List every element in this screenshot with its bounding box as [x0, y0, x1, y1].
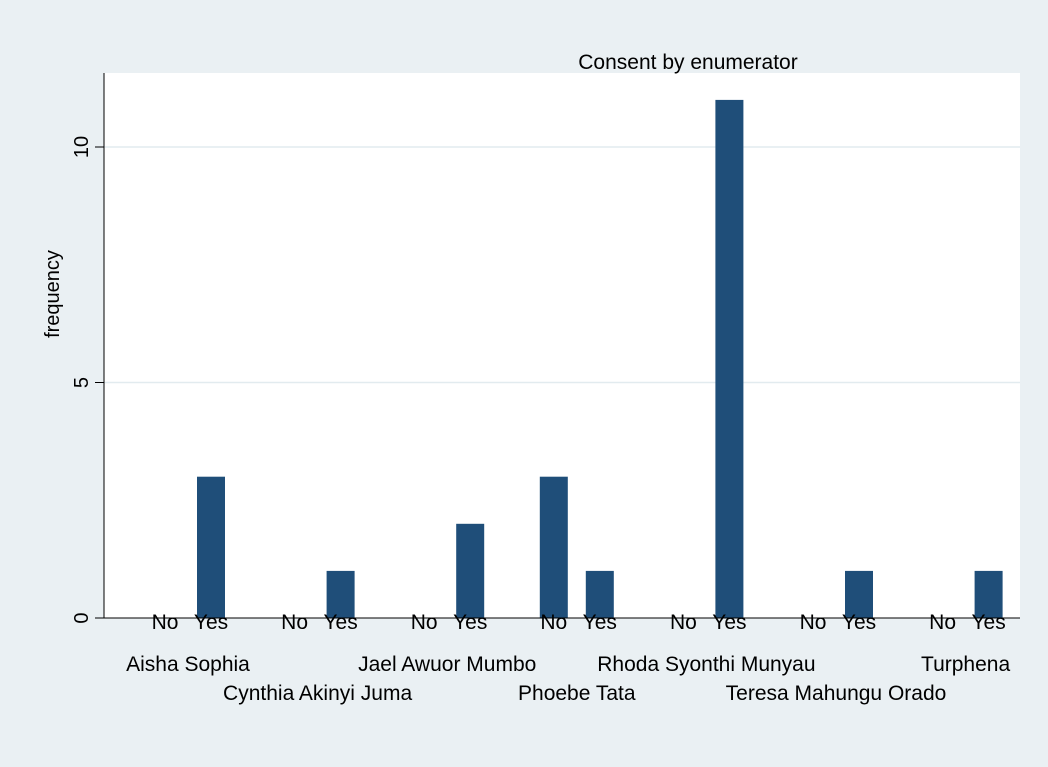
group-label: Phoebe Tata — [518, 682, 636, 705]
x-tick-labels: No Yes No Yes No Yes No Yes No Yes No Yes No Yes — [152, 611, 1006, 634]
y-tick-label: 5 — [71, 377, 93, 388]
subcategory-label: Yes — [453, 611, 487, 634]
y-tick-label: 10 — [71, 136, 93, 158]
y-ticks: 0 5 10 — [71, 136, 104, 624]
subcategory-label: No — [929, 611, 956, 634]
y-axis-label: frequency — [42, 250, 64, 338]
y-tick-label: 0 — [71, 612, 93, 623]
bar — [845, 570, 873, 618]
gridlines — [104, 146, 1020, 384]
subcategory-label: No — [411, 611, 438, 634]
bar — [539, 476, 568, 618]
subcategory-label: Yes — [712, 611, 746, 634]
bar — [974, 570, 1003, 618]
subcategory-label: Yes — [194, 611, 228, 634]
subcategory-label: Yes — [583, 611, 617, 634]
group-label: Aisha Sophia — [126, 653, 250, 676]
subcategory-label: Yes — [971, 611, 1005, 634]
subcategory-label: Yes — [323, 611, 357, 634]
chart-title: Consent by enumerator — [578, 51, 797, 74]
subcategory-label: No — [540, 611, 567, 634]
group-label: Cynthia Akinyi Juma — [223, 682, 412, 705]
bar — [326, 570, 355, 618]
bar — [197, 476, 225, 618]
subcategory-label: No — [152, 611, 179, 634]
subcategory-label: No — [670, 611, 697, 634]
bar — [715, 99, 744, 618]
bar — [456, 523, 485, 618]
group-label: Teresa Mahungu Orado — [726, 682, 947, 705]
bar — [585, 570, 614, 618]
group-label: Jael Awuor Mumbo — [358, 653, 536, 676]
group-labels: Aisha Sophia Cynthia Akinyi Juma Jael Awuo… — [126, 653, 1010, 705]
group-label: Turphena — [921, 653, 1010, 676]
group-label: Rhoda Syonthi Munyau — [597, 653, 815, 676]
subcategory-label: No — [281, 611, 308, 634]
subcategory-label: No — [800, 611, 827, 634]
bars — [197, 99, 1003, 618]
subcategory-label: Yes — [842, 611, 876, 634]
